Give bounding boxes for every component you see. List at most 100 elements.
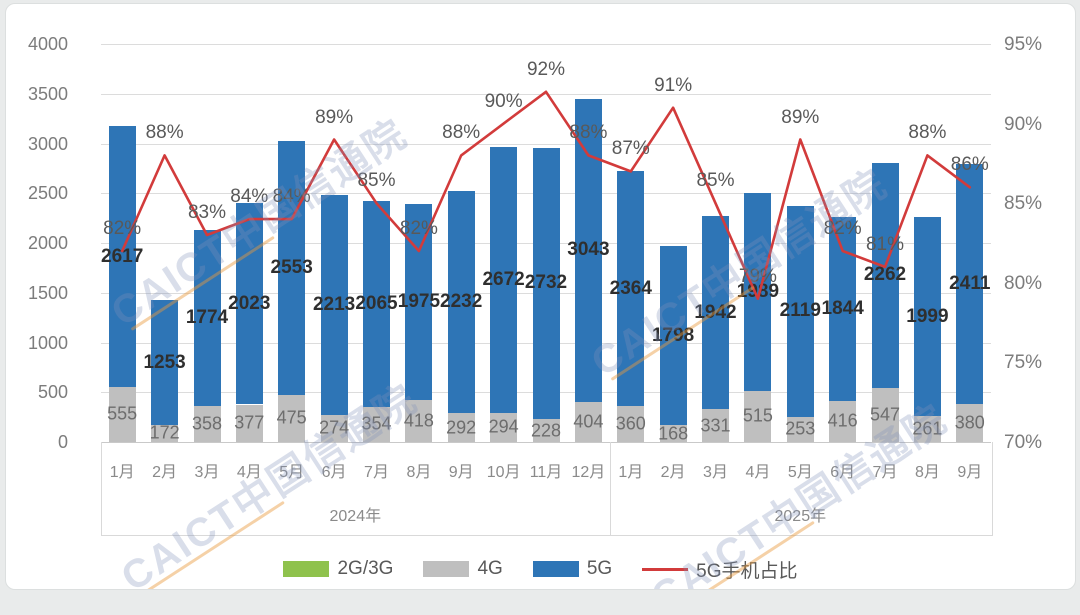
label-5g-value: 1844 [821, 297, 864, 319]
label-4g-value: 475 [276, 407, 307, 428]
label-4g-value: 555 [107, 403, 138, 424]
label-4g-value: 331 [700, 415, 731, 435]
bar-4g [744, 390, 772, 442]
x-axis-month-label: 1月 [618, 464, 644, 481]
legend-color-swatch [423, 561, 470, 577]
x-axis-group-separator [609, 442, 611, 535]
bar-4g [151, 424, 179, 442]
label-4g-value: 292 [446, 417, 477, 437]
percent-label: 83% [187, 202, 227, 223]
bar-5g [151, 300, 179, 425]
percent-label: 87% [611, 138, 650, 160]
label-4g-value: 547 [869, 404, 901, 425]
label-4g-value: 418 [403, 410, 434, 431]
gridline [101, 44, 991, 45]
label-4g-value: 380 [954, 412, 985, 433]
percent-label: 88% [145, 122, 184, 144]
bar-4g [829, 400, 857, 442]
legend-label: 5G [586, 558, 613, 579]
legend-item-2g3g: 2G/3G [283, 558, 393, 580]
gridline [101, 143, 991, 145]
label-5g-value: 2262 [863, 264, 907, 285]
label-5g-value: 1774 [185, 307, 229, 329]
chart-card: 0 500 1000 1500 2000 2500 3000 3500 4000 70% 75% 80… [5, 3, 1076, 590]
x-axis-month-label: 6月 [321, 464, 347, 481]
legend-item-5g: 5G [532, 558, 613, 580]
legend-color-swatch [532, 561, 579, 577]
legend-item-4g: 4G [423, 558, 503, 580]
label-5g-value: 3043 [567, 239, 610, 261]
bar-4g [702, 409, 729, 442]
right-axis-tick: 95% [1004, 34, 1043, 55]
x-axis-month-label: 7月 [364, 464, 389, 481]
right-axis-tick: 90% [1004, 113, 1043, 135]
label-5g-value: 1798 [651, 324, 695, 346]
legend-item-5g: 5G手机占比 [642, 556, 798, 583]
left-axis-tick: 2000 [27, 233, 68, 253]
x-axis-month-label: 4月 [745, 464, 771, 481]
percent-label: 81% [865, 233, 905, 255]
x-axis-month-label: 6月 [830, 464, 856, 481]
bar-4g [320, 414, 348, 442]
percent-label: 88% [908, 122, 947, 144]
x-axis-month-label: 12月 [571, 464, 606, 481]
label-4g-value: 404 [573, 411, 604, 432]
label-5g-value: 2364 [609, 277, 652, 299]
label-5g-value: 1253 [143, 351, 186, 373]
label-4g-value: 360 [615, 413, 646, 434]
bar-4g [913, 416, 941, 442]
bar-4g [871, 387, 899, 442]
bar-4g [447, 412, 475, 442]
gridline [101, 93, 991, 95]
label-4g-value: 172 [149, 422, 180, 443]
label-5g-value: 2119 [779, 300, 821, 322]
bar-4g [363, 406, 390, 442]
percent-label: 88% [569, 122, 608, 144]
label-5g-value: 2213 [312, 293, 356, 315]
gridline [101, 442, 991, 443]
x-axis-month-label: 4月 [236, 464, 262, 481]
x-axis-month-label: 1月 [109, 464, 135, 481]
label-5g-value: 1999 [906, 305, 949, 327]
left-axis-tick: 4000 [27, 34, 68, 54]
percent-label: 85% [696, 170, 735, 192]
legend-label: 5G手机占比 [696, 560, 798, 582]
percent-label: 91% [654, 74, 693, 96]
label-4g-value: 261 [912, 418, 943, 439]
percent-label: 84% [230, 186, 269, 208]
label-5g-value: 2023 [228, 292, 271, 314]
legend: 2G/3G 4G 5G 5G手机占比 [6, 553, 1075, 585]
bar-4g [193, 406, 221, 442]
bar-4g [405, 400, 433, 442]
left-axis-tick: 1000 [27, 332, 68, 353]
right-axis-tick: 85% [1004, 193, 1043, 215]
label-4g-value: 274 [319, 417, 350, 438]
legend-color-swatch [283, 561, 330, 577]
left-axis-tick: 3500 [27, 83, 68, 104]
bar-4g [956, 404, 984, 442]
percent-label: 82% [399, 218, 438, 239]
bar-4g [235, 404, 263, 442]
label-4g-value: 168 [658, 423, 689, 444]
percent-label: 89% [315, 106, 354, 128]
label-4g-value: 253 [785, 418, 816, 439]
percent-label: 86% [950, 154, 989, 176]
x-axis-month-label: 3月 [194, 464, 220, 481]
label-5g-value: 1942 [694, 301, 737, 323]
percent-label: 89% [781, 106, 820, 128]
x-axis-month-label: 8月 [406, 464, 432, 481]
percent-label: 92% [526, 58, 566, 80]
label-5g-value: 2411 [949, 273, 991, 295]
x-axis-month-label: 8月 [914, 464, 940, 481]
x-axis-month-label: 11月 [529, 464, 563, 481]
x-axis-month-label: 9月 [957, 464, 983, 481]
x-axis-month-label: 2月 [152, 464, 178, 481]
label-5g-value: 2232 [440, 290, 483, 312]
percent-label: 88% [442, 122, 481, 144]
left-axis-tick: 0 [57, 432, 68, 452]
label-5g-value: 2617 [101, 245, 144, 267]
legend-label: 4G [477, 558, 503, 579]
bar-4g [108, 386, 136, 442]
stacked-bar-line-chart: 0 500 1000 1500 2000 2500 3000 3500 4000 70% 75% 80… [6, 4, 1075, 589]
